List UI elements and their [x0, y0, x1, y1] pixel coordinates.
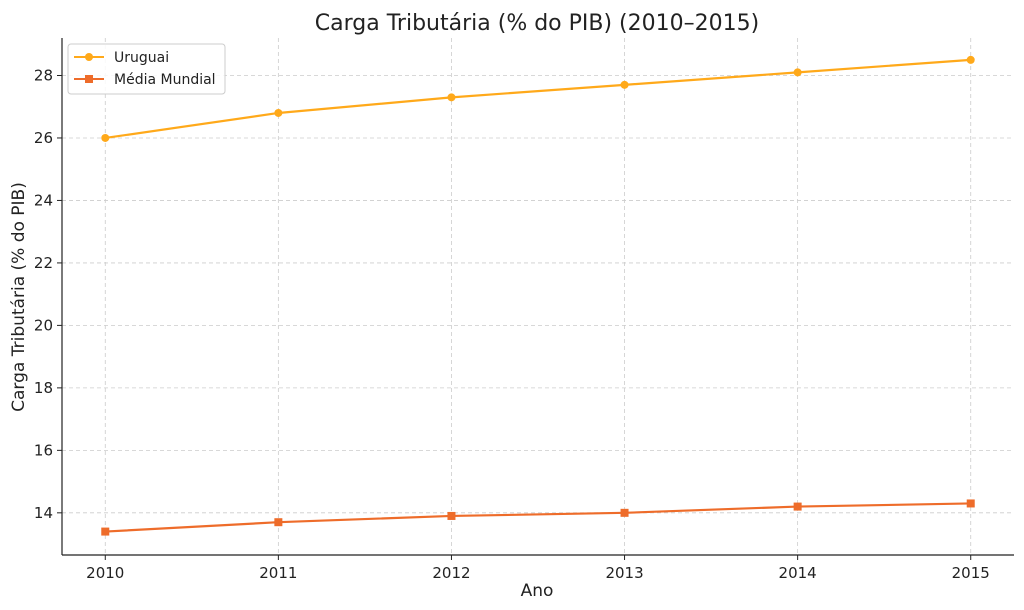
legend-media-label: Média Mundial	[114, 72, 216, 88]
data-point-uruguai	[447, 93, 456, 102]
x-axis-label: Ano	[521, 581, 554, 601]
y-axis-label: Carga Tributária (% do PIB)	[9, 182, 29, 412]
data-point-uruguai	[966, 55, 975, 64]
data-point-uruguai	[793, 68, 802, 77]
legend-box	[67, 43, 226, 95]
y-axis-ticks: 14 16 18 20 22 24 26 28	[34, 66, 62, 522]
legend-uruguai-label: Uruguai	[114, 50, 169, 66]
y-tick-label: 16	[34, 441, 53, 459]
data-point-uruguai	[274, 108, 283, 117]
y-tick-label: 26	[34, 129, 53, 147]
data-point-media-mundial	[966, 499, 975, 508]
data-point-media-mundial	[620, 508, 629, 517]
x-tick-label: 2014	[779, 564, 817, 582]
y-tick-label: 14	[34, 504, 53, 522]
x-tick-label: 2010	[86, 564, 124, 582]
series-layer	[101, 55, 975, 536]
x-tick-label: 2011	[259, 564, 297, 582]
y-tick-label: 20	[34, 316, 53, 334]
data-point-uruguai	[620, 80, 629, 89]
series-line-media-mundial	[105, 502, 971, 533]
data-point-media-mundial	[101, 527, 110, 536]
data-point-media-mundial	[274, 518, 283, 527]
x-axis-ticks: 2010 2011 2012 2013 2014 2015	[86, 555, 990, 582]
y-tick-label: 24	[34, 191, 53, 209]
x-tick-label: 2013	[605, 564, 643, 582]
x-tick-label: 2015	[952, 564, 990, 582]
y-tick-label: 22	[34, 254, 53, 272]
x-tick-label: 2012	[432, 564, 470, 582]
y-tick-label: 28	[34, 66, 53, 84]
grid-lines	[62, 38, 1014, 555]
legend: Uruguai Média Mundial	[67, 43, 226, 95]
y-tick-label: 18	[34, 379, 53, 397]
data-point-media-mundial	[793, 502, 802, 511]
plot-frame	[61, 38, 1014, 556]
legend-uruguai-marker	[85, 53, 93, 61]
series-line-uruguai	[105, 58, 971, 140]
data-point-uruguai	[101, 133, 110, 142]
data-point-media-mundial	[447, 511, 456, 520]
chart-title: Carga Tributária (% do PIB) (2010–2015)	[315, 11, 759, 36]
legend-media-marker	[85, 75, 93, 83]
